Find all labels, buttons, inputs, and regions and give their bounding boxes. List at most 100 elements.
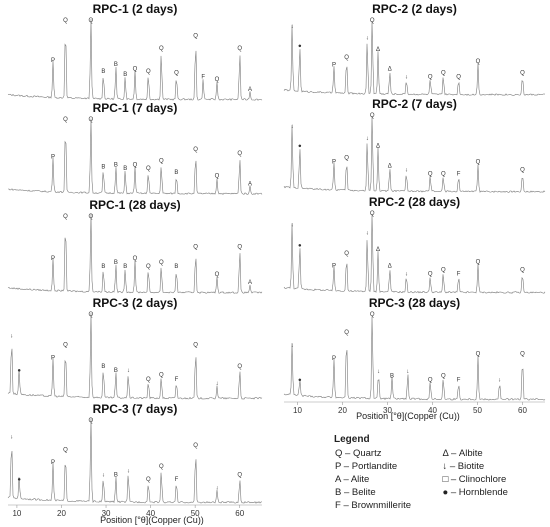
peak-label: B	[174, 264, 178, 270]
peak-label: Q	[344, 55, 349, 61]
peak-label: ↓	[10, 435, 13, 441]
peak-label: ↓	[127, 368, 130, 374]
peak-label: Δ	[388, 263, 392, 269]
tick-label: 60	[235, 509, 244, 518]
xrd-panel-6: RPC-2 (2 days) ↓ ● P Q ↓ Q Δ Δ ↓ Q Q Q Q Q	[283, 2, 546, 96]
peak-label: Δ	[376, 247, 380, 253]
peak-label: Q	[344, 330, 349, 336]
peak-label: ↓	[366, 231, 369, 237]
peak-label: A	[248, 87, 252, 93]
peak-label: P	[51, 460, 55, 466]
peak-label: Q	[63, 117, 68, 123]
peak-label: Q	[193, 443, 198, 449]
peak-label: B	[123, 166, 127, 172]
peak-label: B	[114, 368, 118, 374]
peak-label: Q	[520, 352, 525, 358]
xrd-trace	[7, 418, 263, 504]
peak-label: A	[248, 181, 252, 187]
xrd-trace	[283, 115, 546, 193]
tick-label: 10	[12, 509, 21, 518]
panel-title: RPC-3 (28 days)	[369, 296, 460, 310]
panel-title: RPC-1 (28 days)	[89, 198, 180, 212]
peak-label: P	[51, 355, 55, 361]
peak-label: Q	[441, 71, 446, 77]
legend-entry-biotite: ↓ – Biotite	[442, 461, 485, 472]
peak-label: Q	[370, 312, 375, 318]
peak-label: Q	[441, 373, 446, 379]
peak-label: ↓	[291, 124, 294, 130]
peak-label: P	[332, 263, 336, 269]
peak-label: ↓	[215, 485, 218, 491]
peak-label: Q	[159, 260, 164, 266]
peak-label: Q	[89, 214, 94, 220]
peak-label: Q	[193, 147, 198, 153]
peak-label: ↓	[291, 222, 294, 228]
left-x-axis: 10 20 30 40 50 60	[8, 504, 262, 518]
xrd-panel-8: RPC-2 (28 days) ↓ ● P Q ↓ Q Δ Δ ↓ Q Q F Q Q	[283, 195, 546, 294]
legend-entry-portlandite: P – Portlandite	[335, 461, 398, 472]
peak-label: Q	[428, 378, 433, 384]
peak-label: Q	[159, 464, 164, 470]
peak-label: Q	[237, 151, 242, 157]
peak-label: F	[201, 75, 205, 81]
tick-label: 10	[293, 406, 302, 415]
peak-label: Q	[174, 70, 179, 76]
xrd-trace	[283, 213, 546, 294]
peak-label: Q	[441, 268, 446, 274]
tick-label: 50	[473, 406, 482, 415]
peak-label: Δ	[376, 144, 380, 150]
peak-label: ↓	[366, 35, 369, 41]
panel-title: RPC-2 (28 days)	[369, 195, 460, 209]
peak-label: B	[101, 364, 105, 370]
peak-label: Q	[146, 377, 151, 383]
peak-label: ↓	[405, 167, 408, 173]
peak-label: P	[51, 58, 55, 64]
peak-label: Q	[63, 18, 68, 24]
tick-label: 30	[383, 406, 392, 415]
panel-title: RPC-2 (7 days)	[372, 97, 457, 111]
xrd-trace	[283, 21, 546, 96]
peak-label: Q	[63, 214, 68, 220]
right-x-axis: 10 20 30 40 50 60	[284, 401, 545, 415]
panel-title: RPC-1 (2 days)	[93, 2, 178, 16]
xrd-panel-7: RPC-2 (7 days) ↓ ● P Q ↓ Q Δ Δ ↓ Q Q F Q Q	[283, 97, 546, 193]
peak-label: B	[123, 264, 127, 270]
xrd-trace	[7, 213, 263, 294]
peak-label: P	[332, 159, 336, 165]
tick-label: 20	[57, 509, 66, 518]
peak-label: ●	[17, 368, 21, 374]
peak-label: Q	[193, 342, 198, 348]
peak-label: Q	[370, 113, 375, 119]
peak-label: Q	[428, 272, 433, 278]
peak-label: Q	[89, 312, 94, 318]
peak-label: Q	[146, 477, 151, 483]
peak-label: Q	[237, 46, 242, 52]
peak-label: Q	[237, 473, 242, 479]
peak-label: B	[101, 69, 105, 75]
peak-label: Q	[441, 171, 446, 177]
legend-entry-clinochlore: □ – Clinochlore	[442, 474, 507, 485]
peak-label: B	[174, 170, 178, 176]
legend-title: Legend	[334, 434, 370, 445]
peak-label: ↓	[366, 136, 369, 142]
peak-label: B	[114, 162, 118, 168]
tick-label: 40	[146, 509, 155, 518]
tick-label: 60	[518, 406, 527, 415]
panel-title: RPC-2 (2 days)	[372, 2, 457, 16]
xrd-trace	[7, 18, 263, 101]
peak-label: P	[332, 356, 336, 362]
peak-label: Q	[237, 244, 242, 250]
peak-label: Q	[428, 171, 433, 177]
xrd-trace	[283, 316, 546, 401]
peak-label: ↓	[405, 74, 408, 80]
peak-label: Q	[428, 74, 433, 80]
peak-label: ●	[298, 378, 302, 384]
panel-title: RPC-1 (7 days)	[93, 101, 178, 115]
peak-label: F	[175, 377, 179, 383]
peak-label: Q	[133, 256, 138, 262]
tick-label: 20	[338, 406, 347, 415]
peak-label: ↓	[405, 272, 408, 278]
